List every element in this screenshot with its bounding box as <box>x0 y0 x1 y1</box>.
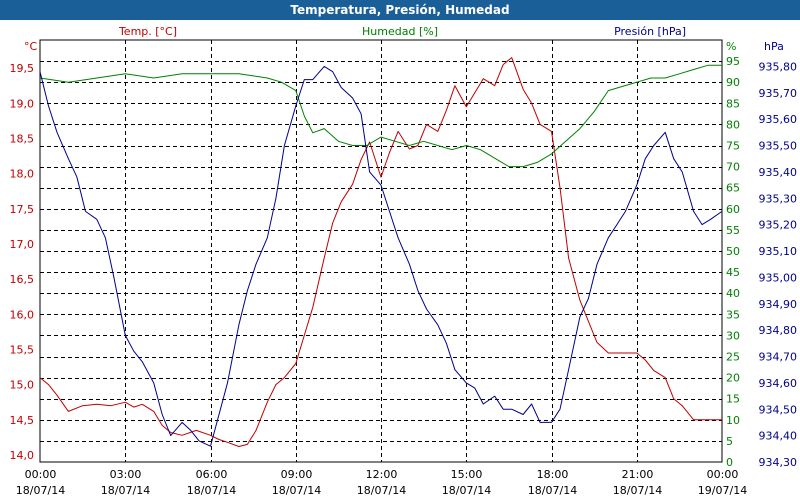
humidity-tick-label: 20 <box>726 372 740 385</box>
temperature-tick-label: 16,5 <box>10 273 35 286</box>
temperature-tick-label: 19,0 <box>10 97 35 110</box>
pressure-tick-label: 934,70 <box>759 351 798 364</box>
series-label: Temp. [°C] <box>118 25 177 38</box>
humidity-tick-label: 30 <box>726 329 740 342</box>
temperature-axis-unit: °C <box>24 40 38 53</box>
x-tick-time: 21:00 <box>622 468 654 481</box>
temperature-tick-label: 18,5 <box>10 132 35 145</box>
x-tick-date: 18/07/14 <box>528 484 577 497</box>
pressure-axis-unit: hPa <box>764 40 784 53</box>
humidity-tick-label: 55 <box>726 224 740 237</box>
temperature-tick-label: 14,0 <box>10 449 35 462</box>
x-tick-date: 18/07/14 <box>101 484 150 497</box>
humidity-tick-label: 5 <box>726 435 733 448</box>
humidity-tick-label: 60 <box>726 203 740 216</box>
x-tick-date: 18/07/14 <box>16 484 65 497</box>
temperature-tick-label: 15,5 <box>10 343 35 356</box>
humidity-tick-label: 45 <box>726 266 740 279</box>
x-tick-time: 00:00 <box>25 468 57 481</box>
pressure-tick-label: 934,40 <box>759 430 798 443</box>
x-tick-time: 12:00 <box>366 468 398 481</box>
humidity-tick-label: 65 <box>726 182 740 195</box>
pressure-tick-label: 934,90 <box>759 298 798 311</box>
temperature-tick-label: 18,0 <box>10 168 35 181</box>
humidity-tick-label: 40 <box>726 287 740 300</box>
temperature-tick-label: 15,0 <box>10 379 35 392</box>
x-tick-time: 18:00 <box>537 468 569 481</box>
pressure-tick-label: 935,00 <box>759 271 798 284</box>
pressure-tick-label: 935,10 <box>759 245 798 258</box>
x-tick-time: 06:00 <box>196 468 228 481</box>
temperature-tick-label: 14,5 <box>10 414 35 427</box>
x-tick-date: 19/07/14 <box>698 484 747 497</box>
temperature-tick-label: 17,5 <box>10 203 35 216</box>
humidity-tick-label: 95 <box>726 55 740 68</box>
humidity-tick-label: 75 <box>726 140 740 153</box>
humidity-tick-label: 25 <box>726 351 740 364</box>
humidity-tick-label: 70 <box>726 161 740 174</box>
axis-labels: 00:00 18/07/14 03:00 18/07/14 06:00 18/07/14 0… <box>10 25 798 497</box>
pressure-tick-label: 934,50 <box>759 403 798 416</box>
series-line-temperature <box>39 57 722 447</box>
series-label: Humedad [%] <box>362 25 438 38</box>
grid-lines <box>40 40 722 462</box>
x-tick-time: 09:00 <box>281 468 313 481</box>
pressure-tick-label: 935,70 <box>759 87 798 100</box>
humidity-tick-label: 50 <box>726 245 740 258</box>
series-line-humidity <box>39 64 722 168</box>
pressure-tick-label: 935,40 <box>759 166 798 179</box>
series-line-pressure <box>39 65 723 447</box>
humidity-tick-label: 15 <box>726 393 740 406</box>
pressure-tick-label: 935,60 <box>759 113 798 126</box>
x-tick-date: 18/07/14 <box>272 484 321 497</box>
humidity-tick-label: 10 <box>726 414 740 427</box>
pressure-tick-label: 935,80 <box>759 60 798 73</box>
pressure-tick-label: 935,50 <box>759 140 798 153</box>
chart-title: Temperatura, Presión, Humedad <box>0 0 800 20</box>
pressure-tick-label: 934,80 <box>759 324 798 337</box>
x-tick-date: 18/07/14 <box>357 484 406 497</box>
temperature-tick-label: 19,5 <box>10 62 35 75</box>
x-tick-date: 18/07/14 <box>187 484 236 497</box>
x-tick-time: 00:00 <box>707 468 739 481</box>
humidity-tick-label: 0 <box>726 456 733 469</box>
pressure-tick-label: 935,20 <box>759 219 798 232</box>
x-tick-time: 03:00 <box>110 468 142 481</box>
series-label: Presión [hPa] <box>614 25 686 38</box>
series-lines <box>39 57 723 447</box>
temperature-tick-label: 17,0 <box>10 238 35 251</box>
humidity-tick-label: 35 <box>726 308 740 321</box>
pressure-tick-label: 934,60 <box>759 377 798 390</box>
humidity-tick-label: 90 <box>726 76 740 89</box>
pressure-tick-label: 935,30 <box>759 192 798 205</box>
humidity-axis-unit: % <box>726 40 736 53</box>
x-tick-date: 18/07/14 <box>613 484 662 497</box>
x-tick-date: 18/07/14 <box>442 484 491 497</box>
humidity-tick-label: 85 <box>726 97 740 110</box>
x-tick-time: 15:00 <box>451 468 483 481</box>
pressure-tick-label: 934,30 <box>759 456 798 469</box>
temperature-tick-label: 16,0 <box>10 308 35 321</box>
humidity-tick-label: 80 <box>726 118 740 131</box>
